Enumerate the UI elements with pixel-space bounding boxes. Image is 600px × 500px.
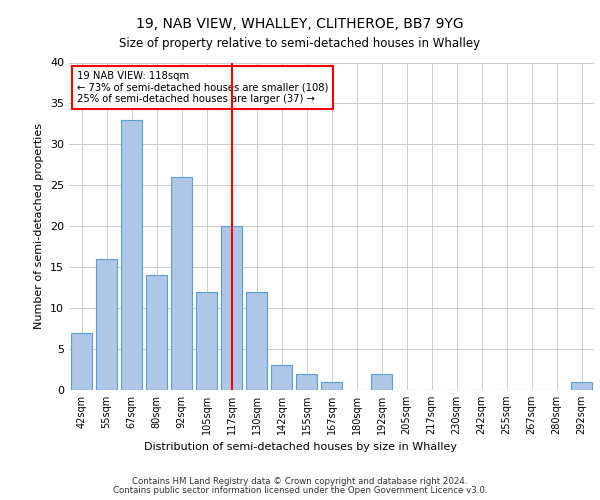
Bar [571, 382, 592, 390]
Text: Contains HM Land Registry data © Crown copyright and database right 2024.: Contains HM Land Registry data © Crown c… [132, 477, 468, 486]
Bar [246, 292, 267, 390]
Text: Contains public sector information licensed under the Open Government Licence v3: Contains public sector information licen… [113, 486, 487, 495]
Bar [271, 366, 292, 390]
Text: Distribution of semi-detached houses by size in Whalley: Distribution of semi-detached houses by … [143, 442, 457, 452]
Bar [171, 177, 192, 390]
Bar [146, 276, 167, 390]
Bar [221, 226, 242, 390]
Bar [71, 332, 92, 390]
Bar [296, 374, 317, 390]
Bar [96, 259, 117, 390]
Bar [196, 292, 217, 390]
Y-axis label: Number of semi-detached properties: Number of semi-detached properties [34, 123, 44, 329]
Bar [371, 374, 392, 390]
Bar [321, 382, 342, 390]
Text: Size of property relative to semi-detached houses in Whalley: Size of property relative to semi-detach… [119, 38, 481, 51]
Text: 19 NAB VIEW: 118sqm
← 73% of semi-detached houses are smaller (108)
25% of semi-: 19 NAB VIEW: 118sqm ← 73% of semi-detach… [77, 70, 328, 104]
Text: 19, NAB VIEW, WHALLEY, CLITHEROE, BB7 9YG: 19, NAB VIEW, WHALLEY, CLITHEROE, BB7 9Y… [136, 18, 464, 32]
Bar [121, 120, 142, 390]
